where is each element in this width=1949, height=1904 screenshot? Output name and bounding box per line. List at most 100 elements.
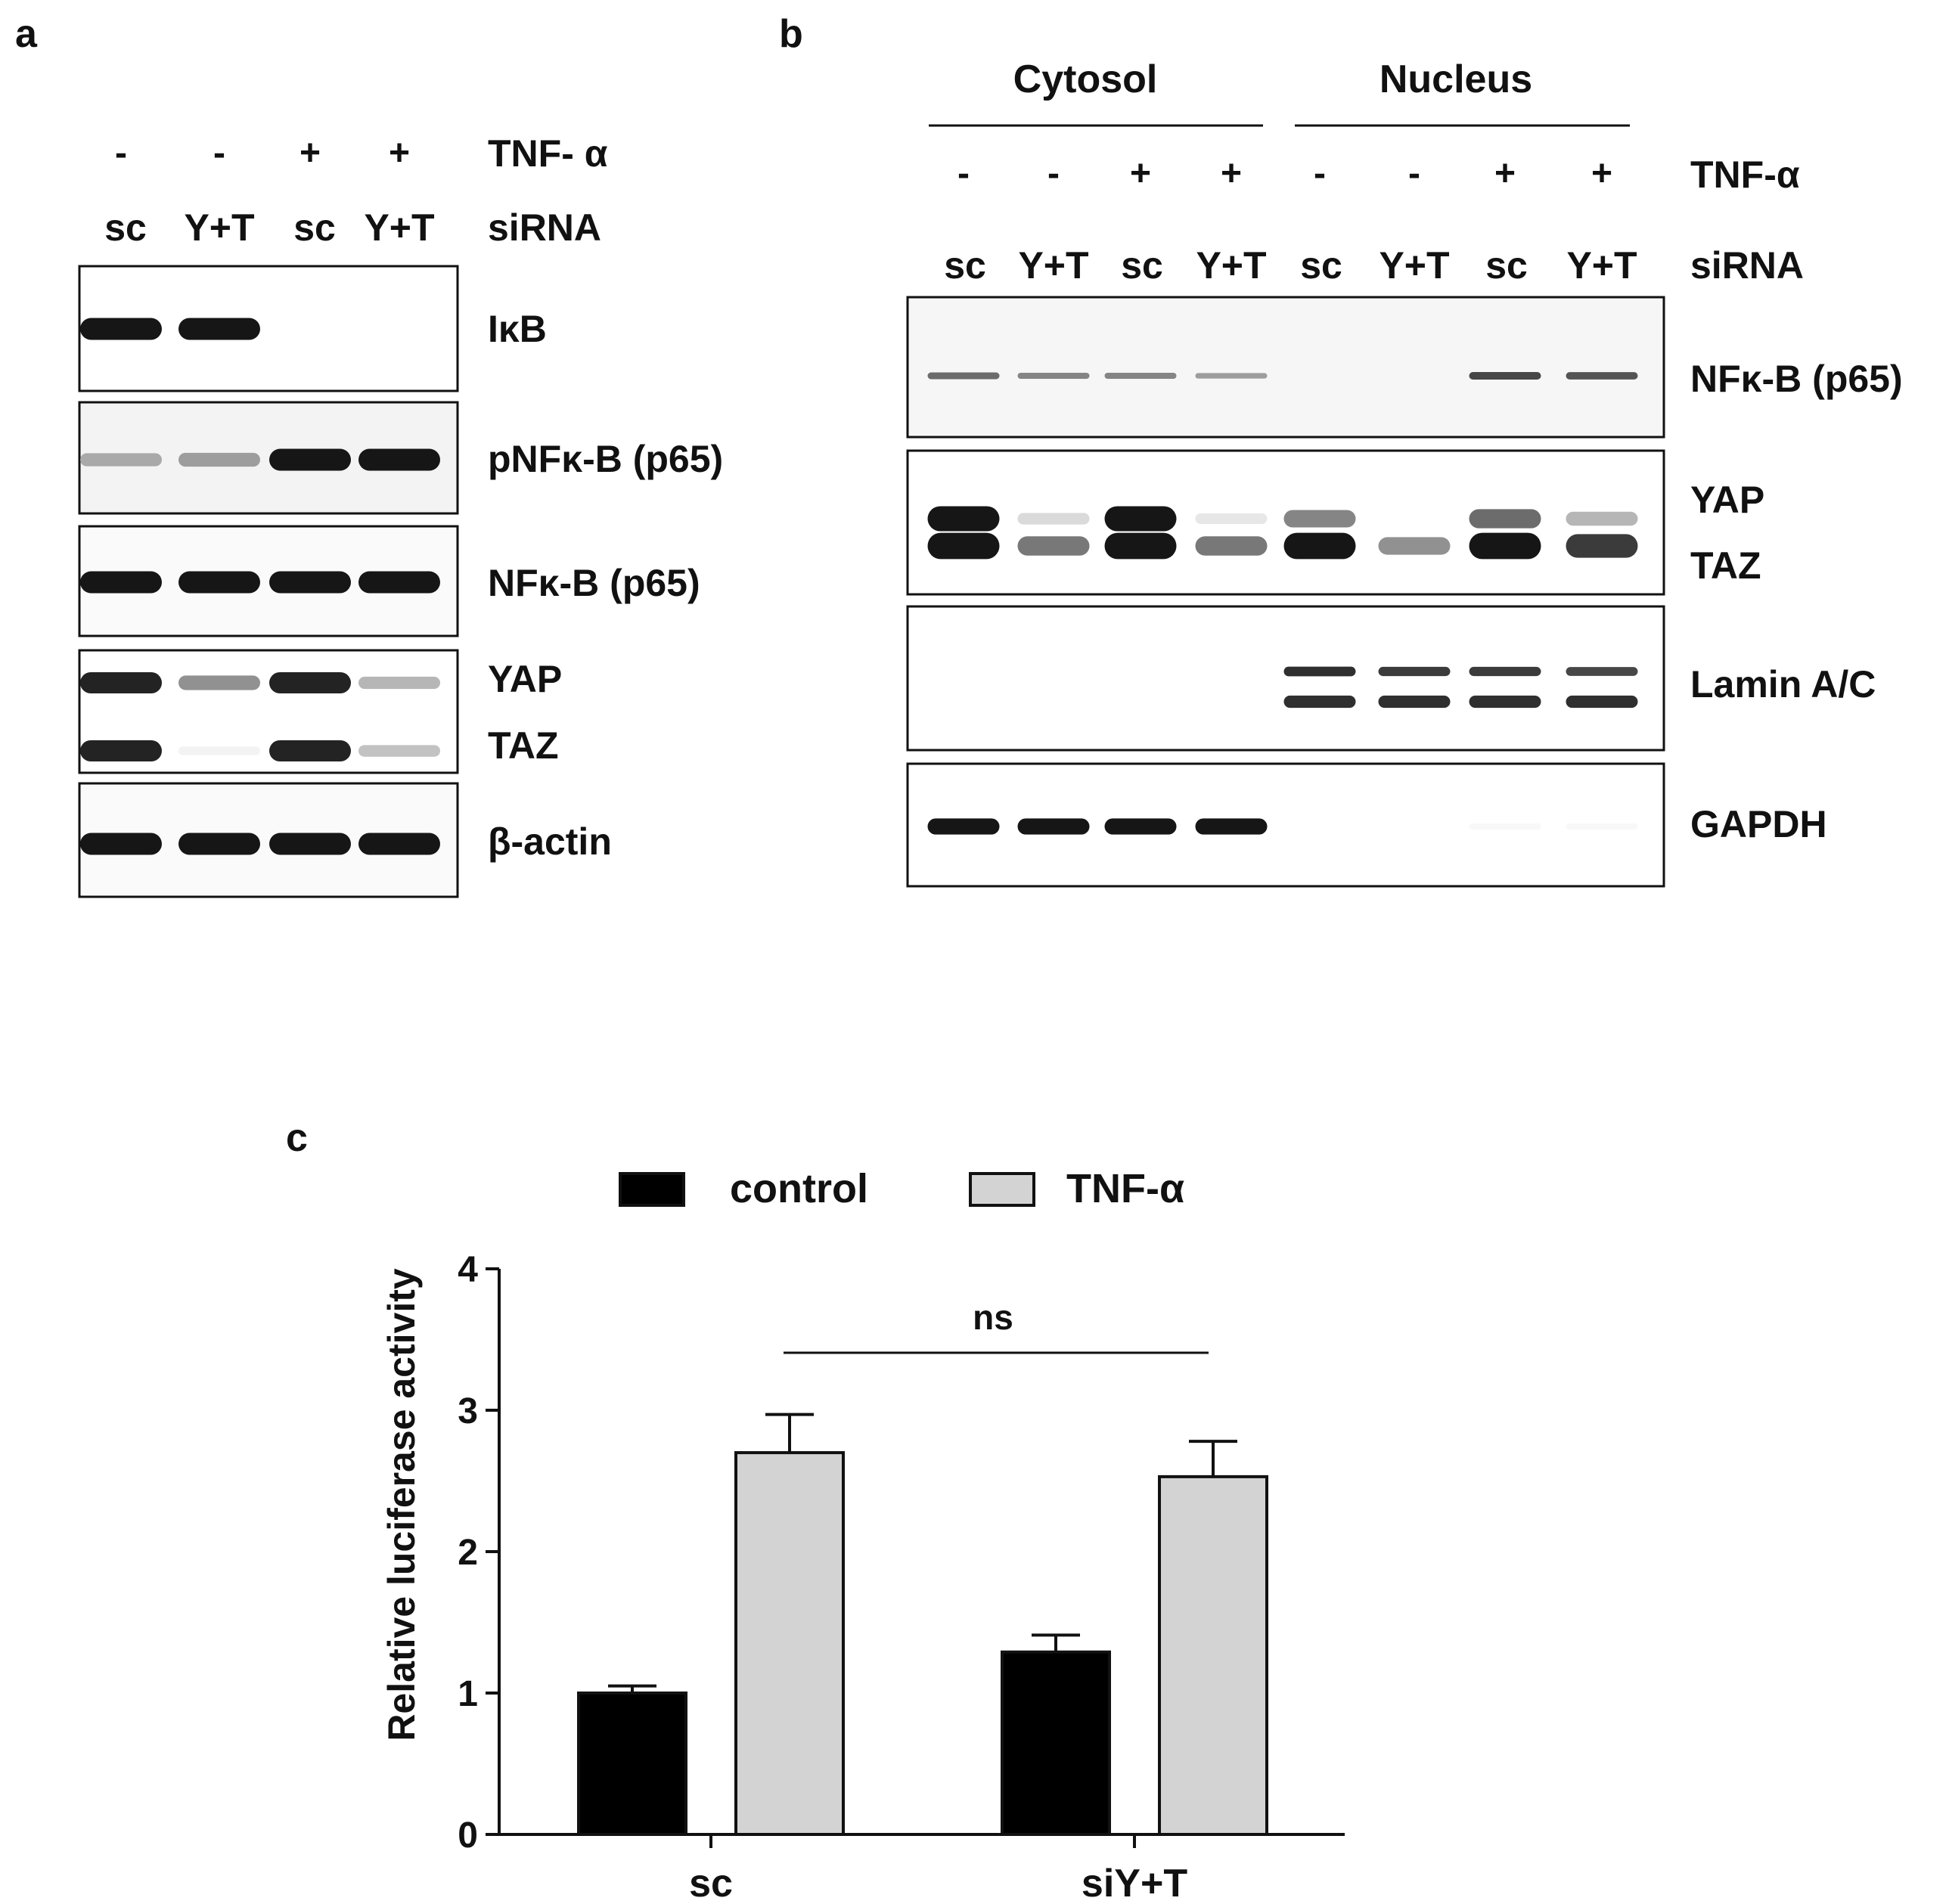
blot-band xyxy=(1283,532,1356,560)
blot-band xyxy=(358,448,440,471)
lane-sirna-label: sc xyxy=(944,244,986,287)
bar-control xyxy=(1001,1650,1111,1837)
blot-band xyxy=(1469,532,1541,560)
blot-nfkb-bands xyxy=(80,571,440,594)
panel-b-sirna-label: siRNA xyxy=(1690,244,1804,287)
blot-b-lamin-frame xyxy=(906,605,1665,752)
blot-band xyxy=(1104,506,1177,532)
bar-control xyxy=(577,1692,687,1836)
blot-b-gapdh-label: GAPDH xyxy=(1690,803,1827,845)
blot-band xyxy=(80,833,162,855)
lane-sirna-label: sc xyxy=(293,206,336,249)
blot-band xyxy=(178,675,260,690)
blot-band xyxy=(1469,823,1541,830)
lane-sirna-label: Y+T xyxy=(1379,244,1449,287)
lane-treatment-mark: - xyxy=(1408,153,1420,194)
blot-band xyxy=(80,318,162,340)
panel-b-treatment-row: - - + + - - + + xyxy=(957,153,1612,194)
blot-pnfkb-bands xyxy=(80,448,440,471)
blot-band xyxy=(269,571,351,594)
significance-label: ns xyxy=(973,1298,1013,1337)
legend-swatch xyxy=(619,1172,685,1207)
blot-band xyxy=(80,740,162,762)
chart-bars xyxy=(577,1412,1268,1837)
blot-b-nfkb-bands xyxy=(927,371,1638,380)
blot-band xyxy=(1104,532,1177,560)
blot-band xyxy=(927,532,1000,560)
blot-b-gapdh-bands xyxy=(927,818,1638,835)
legend-swatch xyxy=(969,1172,1035,1207)
blot-band xyxy=(1566,823,1638,830)
y-tick-label: 2 xyxy=(458,1533,478,1573)
blot-band xyxy=(1469,695,1541,709)
x-tick-label: siY+T xyxy=(1082,1862,1187,1904)
blot-band xyxy=(178,571,260,594)
blot-band xyxy=(1283,510,1356,528)
blot-band xyxy=(1378,537,1451,555)
blot-ikb-label: IκB xyxy=(488,308,547,350)
panel-c-letter: c xyxy=(286,1116,308,1160)
blot-band xyxy=(927,818,1000,835)
blot-b-taz-label: TAZ xyxy=(1690,544,1761,587)
lane-sirna-label: Y+T xyxy=(184,206,254,249)
panel-b-letter: b xyxy=(779,12,803,56)
panel-b: b Cytosol Nucleus - - + + - - + + TNF-α sc Y+T sc… xyxy=(779,12,1903,888)
blot-band xyxy=(1195,536,1268,556)
y-tick-label: 4 xyxy=(458,1250,478,1290)
blot-yap-label: YAP xyxy=(488,658,562,700)
panel-a: a - - + + TNF- α sc Y+T sc Y+T siRNA IκB pNFκ-… xyxy=(15,12,723,898)
panel-c: c control TNF-α Relative luciferase activ… xyxy=(286,1116,1345,1904)
lane-treatment-mark: + xyxy=(1130,153,1151,194)
lane-sirna-label: Y+T xyxy=(364,206,434,249)
lane-sirna-label: sc xyxy=(1300,244,1342,287)
blot-band xyxy=(269,833,351,855)
panel-a-treatment-label: TNF- α xyxy=(488,132,608,175)
blot-band xyxy=(1566,667,1638,676)
blot-band xyxy=(269,740,351,762)
lane-treatment-mark: - xyxy=(1314,153,1326,194)
blot-band xyxy=(358,676,440,690)
blot-band xyxy=(1283,695,1356,709)
blot-band xyxy=(1566,534,1638,558)
blot-band xyxy=(1469,666,1541,677)
blot-band xyxy=(1283,666,1356,677)
blot-band xyxy=(1104,372,1177,380)
blot-band xyxy=(269,448,351,471)
blot-band xyxy=(1566,511,1638,526)
group-label-nucleus: Nucleus xyxy=(1380,57,1532,101)
blot-b-yap-label: YAP xyxy=(1690,479,1764,521)
group-label-cytosol: Cytosol xyxy=(1013,57,1158,101)
blot-pnfkb-label: pNFκ-B (p65) xyxy=(488,438,723,480)
legend-label: control xyxy=(730,1166,868,1211)
blot-band xyxy=(1104,818,1177,835)
blot-band xyxy=(178,452,260,467)
y-axis-label: Relative luciferase activity xyxy=(380,1268,423,1741)
blot-beta-actin-label: β-actin xyxy=(488,820,612,863)
lane-treatment-mark: + xyxy=(299,133,321,173)
blot-band xyxy=(927,506,1000,532)
blot-band xyxy=(178,746,260,755)
blot-band xyxy=(269,671,351,694)
blot-b-lamin-label: Lamin A/C xyxy=(1690,663,1876,705)
blot-b-nfkb-frame xyxy=(906,296,1665,439)
blot-band xyxy=(1017,513,1090,525)
x-tick-label: sc xyxy=(689,1862,733,1904)
y-tick-label: 1 xyxy=(458,1674,478,1714)
blot-yap-taz-bands xyxy=(80,671,440,762)
lane-sirna-label: sc xyxy=(1121,244,1163,287)
blot-beta-actin-bands xyxy=(80,833,440,855)
panel-b-sirna-row: sc Y+T sc Y+T sc Y+T sc Y+T xyxy=(944,244,1637,287)
blot-band xyxy=(1469,509,1541,529)
blot-band xyxy=(1566,695,1638,709)
lane-treatment-mark: - xyxy=(1047,153,1060,194)
blot-b-lamin-bands xyxy=(1283,666,1638,709)
panel-a-treatment-row: - - + + xyxy=(115,133,410,173)
lane-treatment-mark: - xyxy=(213,133,225,173)
y-tick-label: 3 xyxy=(458,1391,478,1431)
blot-band xyxy=(1017,818,1090,835)
lane-treatment-mark: + xyxy=(1591,153,1612,194)
panel-a-letter: a xyxy=(15,12,38,56)
legend-label: TNF-α xyxy=(1066,1166,1184,1211)
lane-treatment-mark: + xyxy=(1494,153,1516,194)
